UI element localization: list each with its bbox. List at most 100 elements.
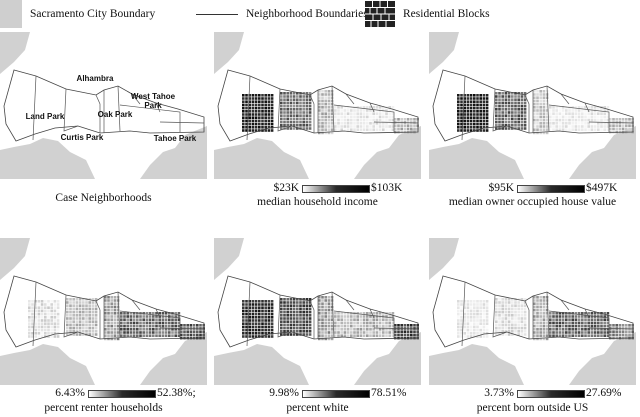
neighborhood-label: Oak Park [98,110,133,119]
case-boundary [432,69,634,142]
neighborhood-boundary [246,75,251,141]
neighborhood-boundary [63,88,79,132]
case-boundary [3,275,205,348]
color-scale-foreign-born: 3.73% 27.69% [429,387,636,401]
neighborhood-boundary [584,102,590,113]
neighborhood-boundary [373,121,419,124]
neighborhood-boundary [461,75,466,141]
neighborhood-boundary [560,299,570,311]
city-area [0,238,207,385]
color-scale-renter: 6.43% 52.38%; [0,387,207,401]
map-svg [429,238,636,385]
map-svg [214,238,421,385]
legend-residential-blocks-label: Residential Blocks [403,8,490,20]
legend-residential-blocks: Residential Blocks [365,0,490,28]
scale-max-label: $497K [586,182,618,194]
gradient-bar [302,185,370,193]
case-boundary [3,69,205,142]
city-area [0,32,207,179]
neighborhood-boundary [546,291,550,338]
neighborhood-boundary [369,102,375,113]
neighborhood-boundary [333,104,395,132]
neighborhood-boundary [277,88,293,132]
neighborhood-boundary [246,281,251,347]
neighborhood-boundary [32,281,37,347]
color-scale-income: $23K $103K [214,182,421,196]
legend-city-boundary-label: Sacramento City Boundary [30,8,156,20]
legend-city-boundary: Sacramento City Boundary [0,0,155,28]
neighborhood-label: Tahoe Park [154,134,197,143]
scale-min-label: $23K [273,182,299,194]
neighborhood-boundary [159,121,205,124]
city-area [214,32,421,179]
map-panel-median-household-income [214,32,421,179]
neighborhood-boundary [560,93,570,105]
caption-white: percent white [286,402,349,414]
neighborhood-boundary [546,85,550,132]
neighborhood-boundary [63,294,79,338]
neighborhood-boundary [117,291,121,338]
neighborhood-boundary [277,294,293,338]
map-panel-percent-white [214,238,421,385]
neighborhood-label: West Tahoe Park [131,92,176,110]
city-area [429,238,636,385]
residential-blocks [242,90,419,135]
neighborhood-boundary [369,308,375,319]
case-boundary [217,69,419,142]
city-area [429,32,636,179]
neighborhood-boundary [119,310,181,338]
city-area [214,238,421,385]
neighborhood-boundary [95,300,101,339]
neighborhood-boundary [331,85,335,132]
map-panel-median-house-value [429,32,636,179]
neighborhood-boundary [548,104,610,132]
legend-neighborhood-boundaries-label: Neighborhood Boundaries [246,8,368,20]
neighborhood-boundary [331,291,335,338]
neighborhood-boundary [309,300,315,339]
color-scale-white: 9.98% 78.51% [214,387,421,401]
gradient-bar [302,390,370,398]
scale-min-label: $95K [488,182,514,194]
residential-blocks [28,296,205,341]
neighborhood-boundary [492,294,508,338]
neighborhood-boundary [333,310,395,338]
neighborhood-boundary [492,88,508,132]
map-panel-percent-born-outside-us [429,238,636,385]
neighborhood-label: Curtis Park [61,133,104,142]
neighborhood-label: Land Park [26,112,65,121]
neighborhood-boundary [588,121,634,124]
gradient-bar [517,185,585,193]
neighborhood-line-swatch [196,13,238,15]
map-panel-percent-renter [0,238,207,385]
neighborhood-boundary [524,300,530,339]
neighborhood-boundary [345,93,355,105]
scale-min-label: 9.98% [269,387,299,399]
case-boundary [432,275,634,348]
caption-foreign-born: percent born outside US [476,402,589,414]
caption-house-value: median owner occupied house value [448,196,617,208]
city-boundary-swatch [0,0,22,28]
neighborhood-boundary [584,308,590,319]
neighborhood-boundary [119,104,181,132]
scale-min-label: 3.73% [484,387,514,399]
map-svg [429,32,636,179]
map-svg [0,238,207,385]
caption-case-neighborhoods: Case Neighborhoods [55,192,152,204]
neighborhood-boundary [131,93,141,105]
residential-blocks-swatch [365,1,395,27]
scale-max-label: 78.51% [371,387,407,399]
neighborhood-boundary [588,327,634,330]
neighborhood-boundary [155,102,161,113]
neighborhood-boundary [32,75,37,141]
legend-neighborhood-boundaries: Neighborhood Boundaries [196,0,368,28]
color-scale-house-value: $95K $497K [429,182,636,196]
neighborhood-boundary [309,94,315,133]
neighborhood-boundary [117,85,121,132]
map-panel-case-neighborhoods: Alhambra Land Park Oak Park West Tahoe Park C… [0,32,207,179]
scale-max-label: $103K [371,182,403,194]
map-svg [214,32,421,179]
neighborhood-boundary [345,299,355,311]
neighborhood-boundary [95,94,101,133]
neighborhood-boundary [155,308,161,319]
